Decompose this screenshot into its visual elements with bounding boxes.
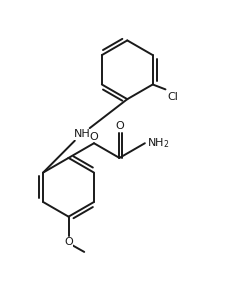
Text: NH$_2$: NH$_2$: [147, 136, 169, 150]
Text: Cl: Cl: [167, 92, 178, 102]
Text: O: O: [64, 237, 73, 247]
Text: O: O: [90, 132, 98, 142]
Text: O: O: [115, 121, 124, 131]
Text: NH: NH: [74, 129, 91, 140]
